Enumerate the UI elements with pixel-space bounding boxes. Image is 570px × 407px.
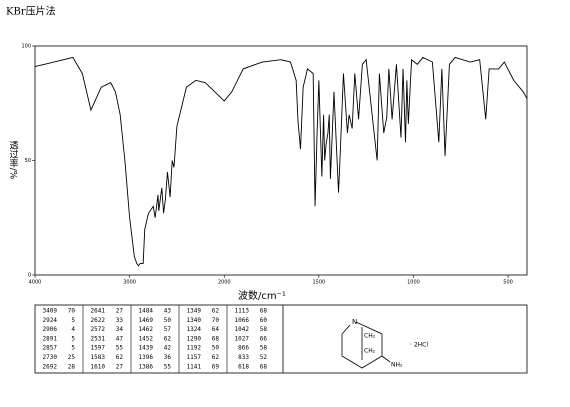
plot-frame	[34, 45, 528, 276]
y-tick-label: 0	[28, 273, 31, 279]
peak-wavenumber: 1113	[235, 308, 250, 315]
page-title: KBr压片法	[6, 5, 56, 18]
peak-transmittance: 70	[68, 308, 76, 315]
x-tick-label: 500	[503, 280, 513, 286]
peak-transmittance: 52	[260, 354, 268, 361]
peak-wavenumber: 2891	[43, 335, 58, 342]
atom-label: CH₂	[364, 333, 376, 340]
peak-wavenumber: 1141	[187, 363, 202, 370]
peak-transmittance: 5	[71, 317, 75, 324]
peak-wavenumber: 1066	[235, 317, 250, 324]
peak-wavenumber: 2730	[43, 354, 58, 361]
peak-wavenumber: 2692	[43, 363, 58, 370]
peak-wavenumber: 1452	[139, 335, 154, 342]
peak-transmittance: 66	[260, 335, 268, 342]
peak-transmittance: 34	[116, 326, 124, 333]
peak-wavenumber: 1462	[139, 326, 154, 333]
x-tick-label: 4000	[29, 280, 42, 286]
peak-transmittance: 28	[68, 363, 76, 370]
peak-transmittance: 33	[116, 317, 124, 324]
peak-wavenumber: 2857	[43, 345, 58, 352]
peak-transmittance: 5	[71, 335, 75, 342]
salt-label: · 2HCl	[410, 342, 428, 349]
peak-transmittance: 62	[212, 308, 220, 315]
peak-transmittance: 70	[212, 317, 220, 324]
peak-wavenumber: 2641	[91, 308, 106, 315]
peak-wavenumber: 3409	[43, 308, 58, 315]
peak-wavenumber: 2924	[43, 317, 58, 324]
x-tick-label: 1500	[312, 280, 325, 286]
peak-transmittance: 42	[164, 345, 172, 352]
peak-wavenumber: 1042	[235, 326, 250, 333]
ring	[341, 321, 383, 369]
y-tick-label: 50	[25, 158, 31, 164]
x-axis-label: 波数/cm⁻¹	[238, 289, 286, 302]
y-tick-label: 100	[21, 44, 31, 50]
atom-label: CH₂	[364, 348, 376, 355]
peak-transmittance: 68	[260, 363, 268, 370]
peak-transmittance: 27	[116, 363, 124, 370]
x-tick-label: 1000	[407, 280, 420, 286]
peak-transmittance: 5	[71, 345, 75, 352]
peak-wavenumber: 1027	[235, 335, 250, 342]
peak-transmittance: 55	[116, 345, 124, 352]
peak-transmittance: 50	[164, 317, 172, 324]
peak-transmittance: 27	[116, 308, 124, 315]
peak-transmittance: 58	[260, 326, 268, 333]
peak-wavenumber: 1349	[187, 308, 202, 315]
peak-transmittance: 50	[212, 345, 220, 352]
peak-transmittance: 68	[212, 335, 220, 342]
peak-transmittance: 36	[164, 354, 172, 361]
peak-wavenumber: 1324	[187, 326, 202, 333]
peak-transmittance: 60	[260, 317, 268, 324]
atom-label: N	[352, 318, 357, 326]
structure	[341, 321, 391, 369]
peak-wavenumber: 866	[238, 345, 249, 352]
peak-wavenumber: 1396	[139, 354, 154, 361]
peak-transmittance: 64	[212, 326, 220, 333]
x-tick-label: 2000	[218, 280, 231, 286]
y-axis-label: 透过率/%	[8, 141, 19, 180]
peak-wavenumber: 1290	[187, 335, 202, 342]
peak-transmittance: 57	[164, 326, 172, 333]
spectrum-line	[34, 56, 528, 267]
peak-transmittance: 68	[260, 308, 268, 315]
peak-wavenumber: 1597	[91, 345, 106, 352]
peak-transmittance: 25	[68, 354, 76, 361]
peak-transmittance: 47	[116, 335, 124, 342]
amine-bond	[381, 355, 391, 363]
peak-wavenumber: 618	[238, 363, 249, 370]
peak-table-frame	[34, 304, 528, 374]
peak-transmittance: 4	[71, 326, 75, 333]
peak-wavenumber: 1484	[139, 308, 154, 315]
peak-wavenumber: 833	[238, 354, 249, 361]
peak-wavenumber: 1192	[187, 345, 202, 352]
peak-wavenumber: 1439	[139, 345, 154, 352]
peak-wavenumber: 1157	[187, 354, 202, 361]
peak-transmittance: 55	[164, 363, 172, 370]
peak-transmittance: 43	[164, 308, 172, 315]
atom-label: NH₂	[391, 362, 403, 369]
peak-wavenumber: 1340	[187, 317, 202, 324]
peak-transmittance: 58	[260, 345, 268, 352]
peak-wavenumber: 2572	[91, 326, 106, 333]
peak-wavenumber: 2531	[91, 335, 106, 342]
peak-transmittance: 69	[212, 363, 220, 370]
peak-transmittance: 62	[116, 354, 124, 361]
peak-wavenumber: 2906	[43, 326, 58, 333]
peak-wavenumber: 1583	[91, 354, 106, 361]
peak-transmittance: 62	[164, 335, 172, 342]
peak-wavenumber: 1610	[91, 363, 106, 370]
x-tick-label: 3000	[123, 280, 136, 286]
peak-wavenumber: 1469	[139, 317, 154, 324]
peak-transmittance: 62	[212, 354, 220, 361]
peak-wavenumber: 2622	[91, 317, 106, 324]
peak-wavenumber: 1386	[139, 363, 154, 370]
